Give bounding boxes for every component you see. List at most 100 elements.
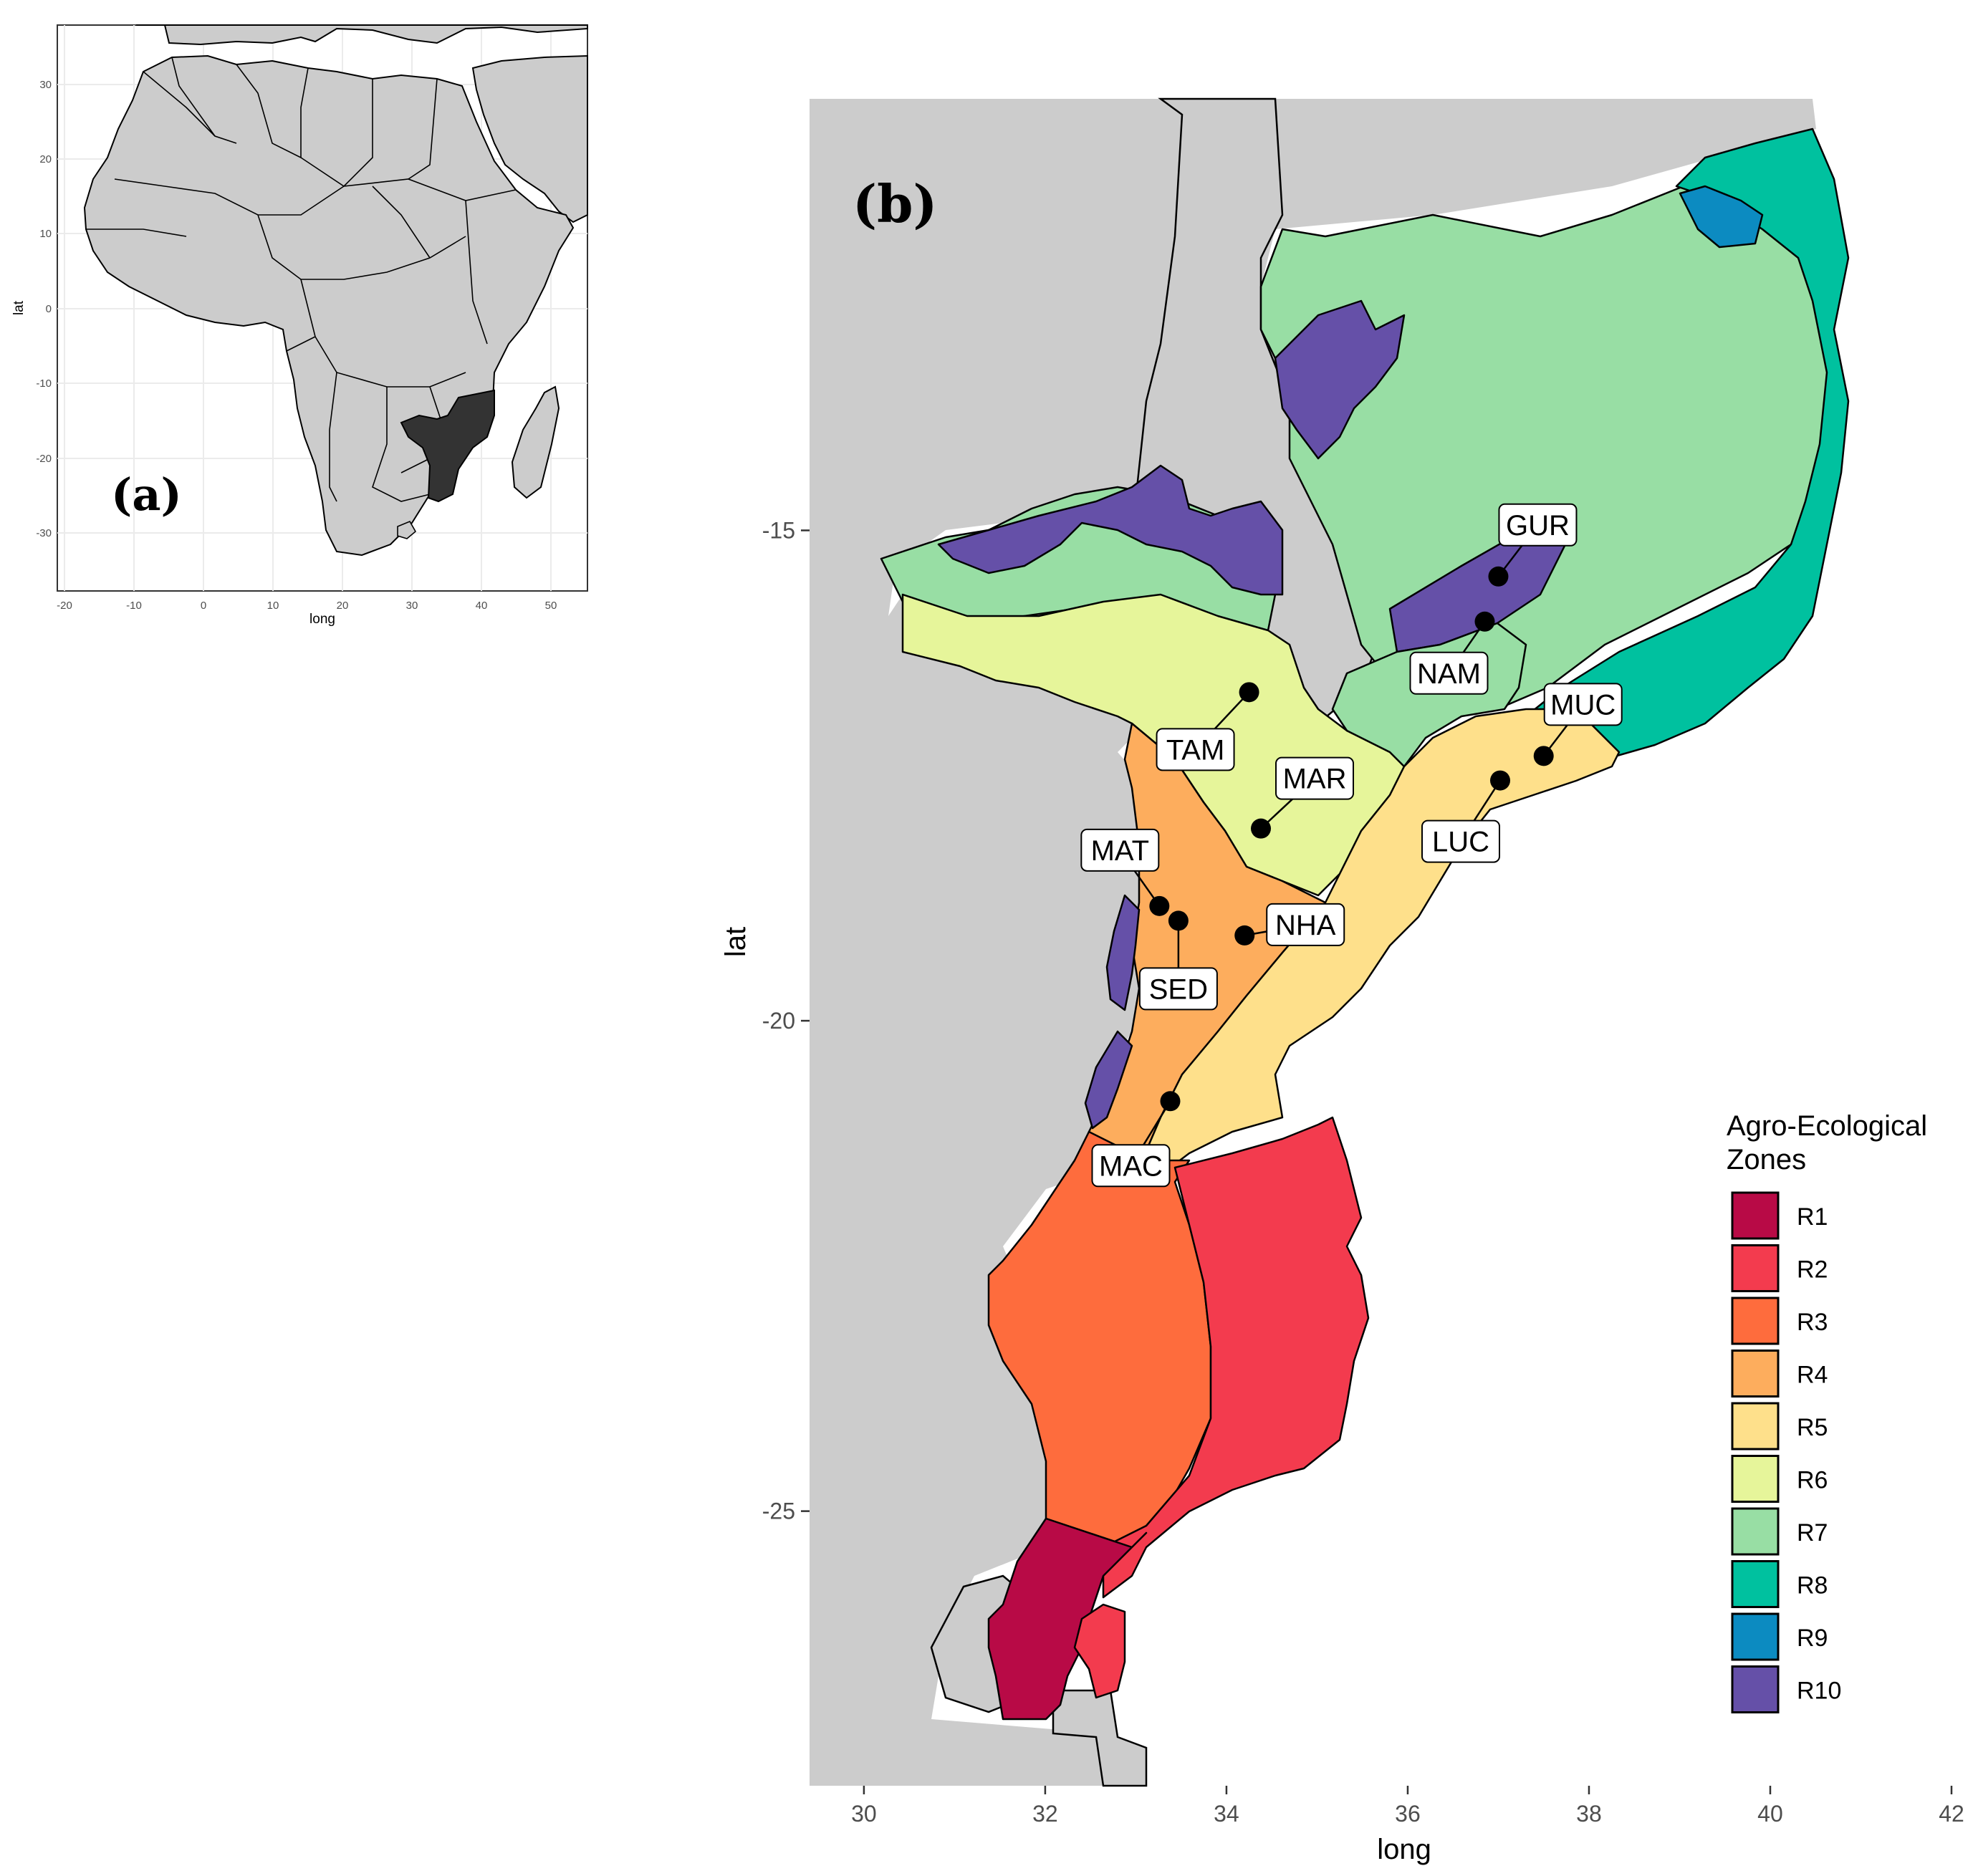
- site-label-mat: MAT: [1091, 835, 1149, 867]
- panel-b-x-tick: 30: [851, 1801, 877, 1827]
- panel-b-x-tick: 40: [1757, 1801, 1783, 1827]
- legend-label-r6: R6: [1797, 1467, 1828, 1494]
- legend-label-r2: R2: [1797, 1256, 1828, 1284]
- panel-b-y-tick: -15: [762, 517, 795, 543]
- panel-b-y-axis-title: lat: [720, 927, 752, 957]
- site-point-luc: [1489, 770, 1510, 791]
- legend-swatch-r9: [1731, 1612, 1780, 1661]
- panel-b-x-axis-title: long: [1377, 1834, 1431, 1865]
- site-label-box: [1498, 503, 1578, 547]
- panel-a-country-borders: [86, 57, 517, 502]
- site-label-luc: LUC: [1432, 827, 1489, 858]
- panel-a-y-tick: 0: [46, 303, 52, 315]
- zone-r8-coast: [1525, 128, 1850, 761]
- zone-r10-manica: [1105, 894, 1141, 1011]
- site-label-muc: MUC: [1550, 689, 1616, 721]
- panel-b-x-tick: 34: [1214, 1801, 1239, 1827]
- panel-b-ticks: 30 32 34 36 38 40 42 -15 -20 -25: [762, 517, 1964, 1827]
- legend-label-r9: R9: [1797, 1625, 1828, 1652]
- zone-r5: [1123, 708, 1621, 1205]
- zone-r10-west: [937, 464, 1284, 596]
- zone-r1: [987, 1517, 1148, 1721]
- site-label-box: [1543, 683, 1623, 726]
- legend-swatch-r8: [1731, 1560, 1780, 1608]
- legend-label-r4: R4: [1797, 1362, 1828, 1389]
- panel-b-y-tick: -20: [762, 1008, 795, 1034]
- legend-label-r10: R10: [1797, 1678, 1841, 1705]
- panel-a-y-ticks: 30 20 10 0 -10 -20 -30: [36, 79, 52, 539]
- panel-a-y-tick: 30: [39, 79, 52, 91]
- site-point-mat: [1149, 895, 1170, 916]
- site-label-box: [1275, 756, 1355, 800]
- site-point-gur: [1488, 566, 1509, 587]
- site-label-box: [1156, 728, 1235, 771]
- panel-b-x-tick: 32: [1032, 1801, 1058, 1827]
- legend-swatch-r3: [1731, 1297, 1780, 1345]
- site-label-box: [1080, 828, 1160, 872]
- panel-a-y-tick: -20: [36, 453, 52, 465]
- legend-swatch-r6: [1731, 1455, 1780, 1503]
- panel-a-y-tick: -30: [36, 527, 52, 539]
- panel-a-letter: (a): [111, 468, 182, 521]
- legend-title-line1: Agro-Ecological: [1727, 1110, 1927, 1142]
- legend-label-r3: R3: [1797, 1309, 1828, 1336]
- panel-a-x-tick: 0: [201, 600, 206, 612]
- site-label-mac: MAC: [1099, 1150, 1163, 1182]
- sites-layer: GUR NAM MUC LUC TAM MAR MAT SED NHA MAC: [1080, 503, 1623, 1188]
- site-point-mac: [1160, 1091, 1181, 1112]
- middle-east-landmass: [471, 54, 588, 223]
- site-label-box: [1091, 1144, 1171, 1188]
- panel-a-x-tick: 30: [406, 600, 418, 612]
- panel-a-y-tick: -10: [36, 377, 52, 390]
- legend-swatch-r2: [1731, 1244, 1780, 1292]
- panel-a-inset-map: -20 -10 0 10 20 30 40 50 30 20 10 0 -10 …: [11, 24, 588, 627]
- site-label-box: [1138, 967, 1218, 1011]
- panel-a-x-ticks: -20 -10 0 10 20 30 40 50: [57, 600, 557, 612]
- site-label-box: [1421, 819, 1500, 863]
- legend-title-line2: Zones: [1727, 1144, 1806, 1175]
- panel-b-y-tick: -25: [762, 1499, 795, 1524]
- site-label-box: [1409, 651, 1489, 695]
- site-point-muc: [1533, 746, 1554, 766]
- site-label-box: [1266, 903, 1345, 946]
- panel-b-x-tick: 38: [1576, 1801, 1602, 1827]
- site-label-tam: TAM: [1166, 734, 1224, 766]
- legend-label-r7: R7: [1797, 1519, 1828, 1547]
- legend-swatch-r10: [1731, 1665, 1780, 1713]
- zone-r2: [1102, 1116, 1370, 1599]
- site-point-nam: [1474, 611, 1495, 632]
- legend-items: R1 R2 R3 R4 R5 R6 R7 R8 R9 R10: [1731, 1191, 1841, 1713]
- panel-b-x-tick: 36: [1395, 1801, 1421, 1827]
- legend-swatch-r4: [1731, 1350, 1780, 1398]
- west-land: [810, 595, 1182, 1786]
- legend-swatch-r7: [1731, 1507, 1780, 1556]
- panel-a-y-axis-title: lat: [11, 300, 27, 315]
- zone-r9: [1679, 185, 1764, 249]
- south-africa-region: [1052, 1689, 1148, 1787]
- zone-r10-manica-south: [1084, 1030, 1133, 1130]
- panel-b-x-tick: 42: [1939, 1801, 1964, 1827]
- legend-label-r8: R8: [1797, 1572, 1828, 1600]
- legend-swatch-r5: [1731, 1402, 1780, 1451]
- panel-a-x-tick: 50: [545, 600, 557, 612]
- legend-swatch-r1: [1731, 1191, 1780, 1240]
- zone-r2-south-tip: [1073, 1603, 1126, 1699]
- site-point-mar: [1251, 818, 1272, 839]
- lesotho: [397, 520, 417, 539]
- site-label-nam: NAM: [1417, 658, 1481, 690]
- panel-a-x-tick: -10: [126, 600, 142, 612]
- panel-a-x-tick: 20: [337, 600, 349, 612]
- site-label-gur: GUR: [1506, 510, 1570, 542]
- panel-a-x-tick: -20: [57, 600, 72, 612]
- site-label-mar: MAR: [1283, 764, 1347, 795]
- legend-label-r1: R1: [1797, 1203, 1828, 1231]
- madagascar: [511, 385, 560, 499]
- legend-label-r5: R5: [1797, 1414, 1828, 1441]
- panel-b-letter: (b): [853, 173, 937, 234]
- site-label-nha: NHA: [1275, 910, 1336, 941]
- panel-a-x-tick: 10: [267, 600, 279, 612]
- zone-r10-north: [1274, 299, 1406, 460]
- europe-landmass: [136, 24, 588, 46]
